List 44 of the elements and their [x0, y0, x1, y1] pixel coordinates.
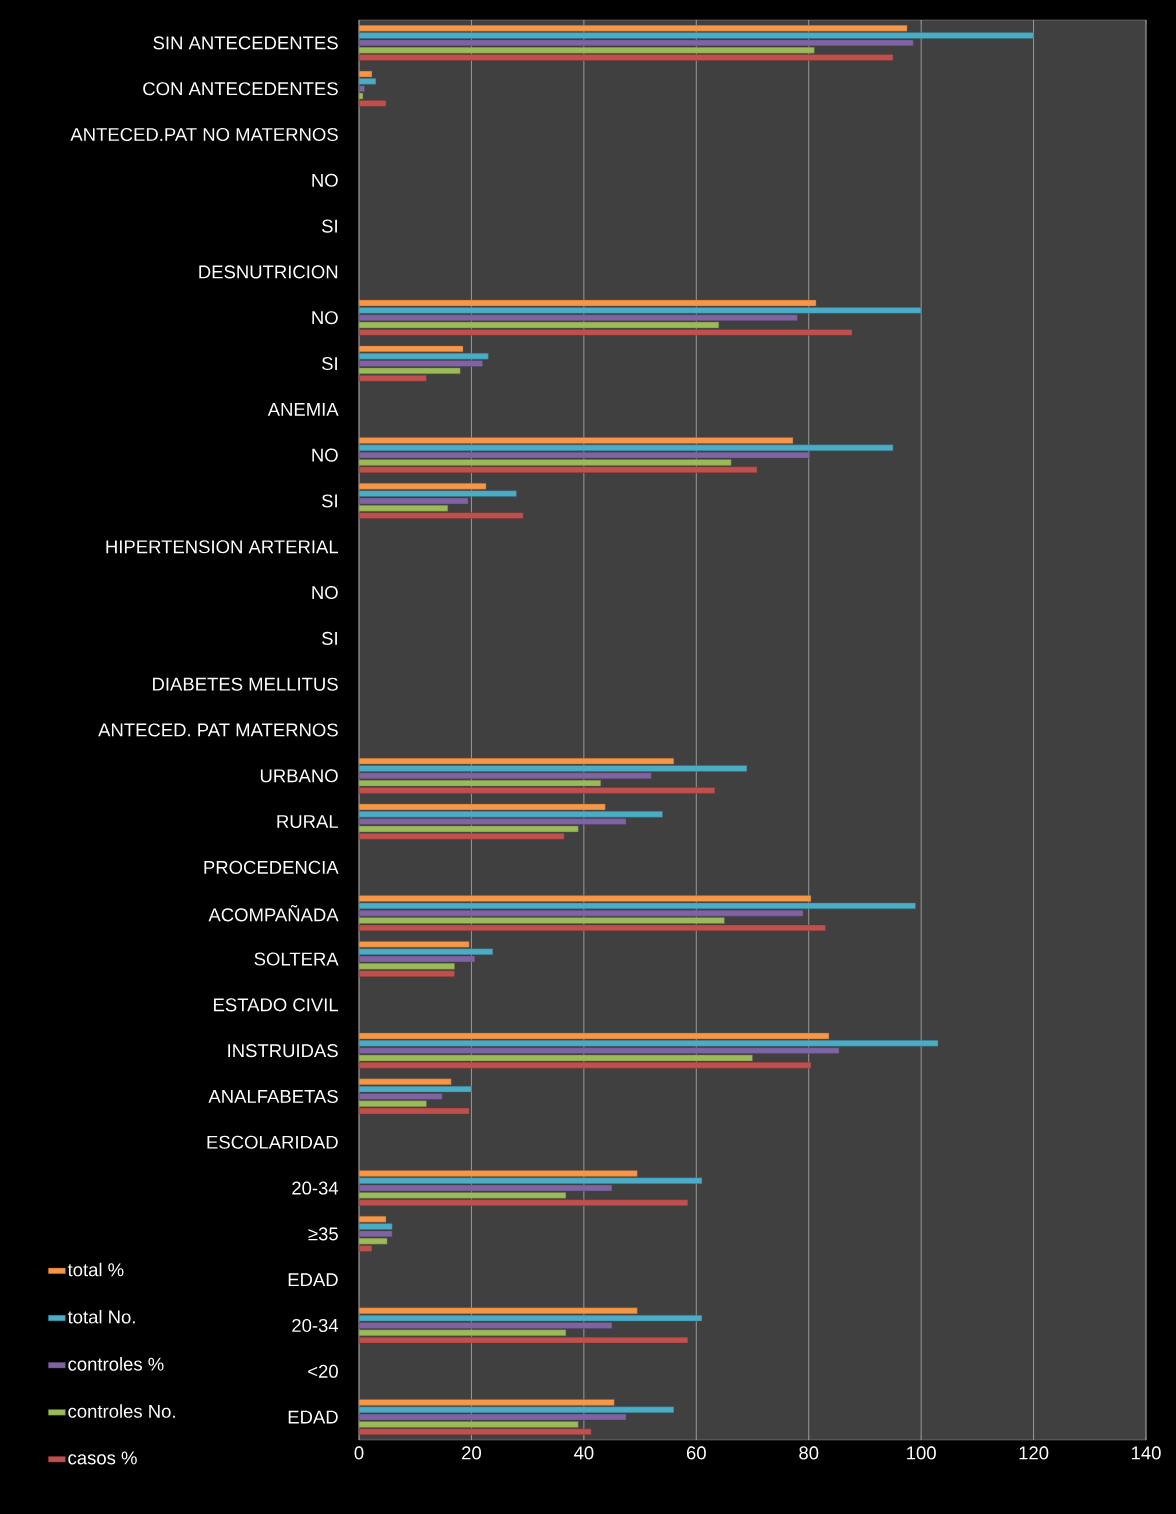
y-tick-label: RURAL	[277, 815, 339, 829]
legend-label: controles No.	[68, 1404, 175, 1418]
y-tick-label: 20-34	[292, 1318, 339, 1333]
y-tick-label: ANALFABETAS	[208, 1089, 338, 1103]
y-tick-label: SI	[322, 356, 337, 371]
y-tick-label: ESTADO CIVIL	[214, 998, 339, 1012]
x-tick-label: 120	[1019, 1446, 1049, 1460]
y-tick-label: ANTECED. PAT MATERNOS	[98, 723, 338, 737]
y-tick-label: SI	[322, 494, 337, 508]
x-tick-label: 100	[907, 1446, 936, 1460]
y-tick-label: DIABETES MELLITUS	[153, 677, 338, 691]
y-tick-label: HIPERTENSION ARTERIAL	[106, 540, 339, 554]
y-tick-label: NO	[312, 311, 338, 325]
x-tick-label: 140	[1131, 1446, 1161, 1460]
y-tick-label: SOLTERA	[254, 952, 339, 966]
x-tick-label: 80	[799, 1446, 819, 1460]
y-tick-label: ESCOLARIDAD	[207, 1135, 338, 1149]
y-tick-label: INSTRUIDAS	[228, 1044, 338, 1058]
legend-label: casos %	[68, 1451, 137, 1465]
y-tick-label: ≥35	[308, 1227, 338, 1241]
y-tick-label: EDAD	[288, 1410, 338, 1424]
y-tick-label: NO	[312, 586, 338, 600]
y-tick-label: ACOMPAÑADA	[208, 905, 339, 922]
x-tick-label: 60	[686, 1446, 706, 1460]
y-tick-label: SIN ANTECEDENTES	[153, 36, 338, 50]
x-tick-label: 0	[354, 1446, 364, 1460]
y-tick-label: 20-34	[292, 1181, 339, 1195]
legend-label: total No.	[67, 1309, 135, 1324]
y-tick-label: SI	[322, 631, 337, 645]
y-tick-label: DESNUTRICION	[199, 265, 338, 279]
y-tick-label: ANTECED.PAT NO MATERNOS	[70, 127, 338, 142]
y-tick-label: EDAD	[288, 1273, 338, 1287]
y-tick-label: PROCEDENCIA	[204, 860, 339, 874]
y-tick-label: ANEMIA	[267, 402, 339, 416]
y-tick-label: URBANO	[260, 769, 338, 783]
legend-label: controles %	[68, 1357, 164, 1371]
y-tick-label: NO	[312, 448, 338, 462]
y-tick-label: <20	[308, 1364, 338, 1378]
y-tick-label: CON ANTECEDENTES	[143, 82, 338, 96]
y-tick-label: NO	[312, 173, 338, 187]
x-tick-label: 40	[574, 1446, 594, 1460]
legend-label: total %	[67, 1262, 124, 1277]
y-tick-label: SI	[322, 219, 337, 233]
x-tick-label: 20	[462, 1446, 481, 1460]
